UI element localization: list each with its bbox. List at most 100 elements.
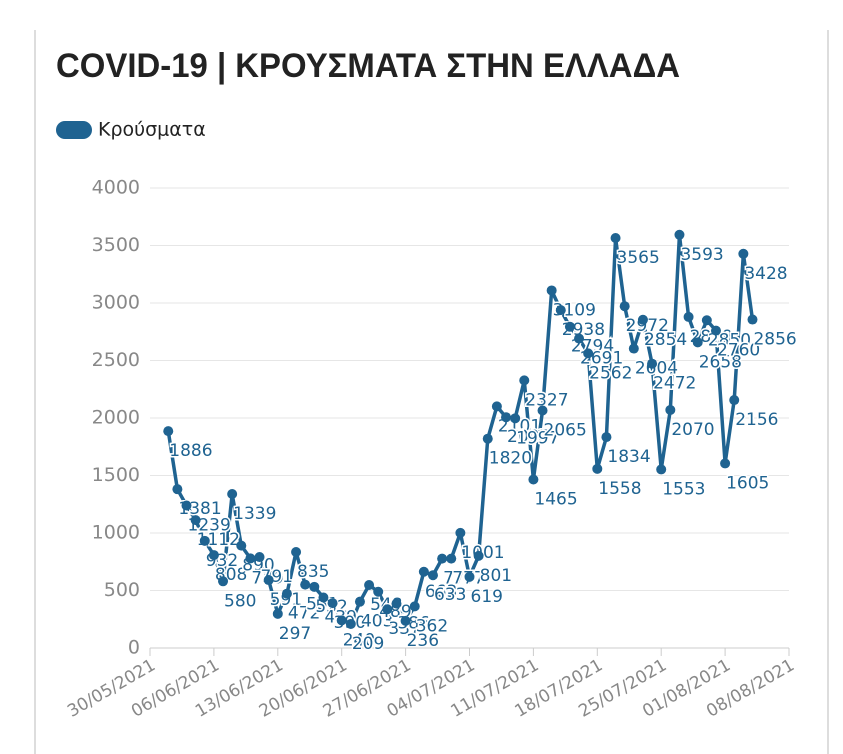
- y-tick-label: 0: [128, 637, 140, 659]
- data-label: 2854: [644, 330, 687, 350]
- data-label: 2760: [717, 341, 760, 361]
- point: [464, 571, 475, 582]
- point: [172, 484, 183, 495]
- data-label: 2156: [735, 410, 778, 430]
- point: [300, 579, 311, 590]
- point: [583, 348, 594, 359]
- point: [446, 553, 457, 564]
- point: [674, 229, 685, 240]
- data-label: 1339: [233, 504, 276, 524]
- point: [291, 546, 302, 557]
- data-label: 2562: [589, 363, 632, 383]
- data-label: 1465: [534, 490, 577, 510]
- point: [610, 233, 621, 244]
- point: [692, 337, 703, 348]
- y-tick-label: 1500: [92, 464, 140, 486]
- point: [163, 426, 174, 437]
- point: [747, 314, 758, 325]
- data-label: 801: [480, 566, 512, 586]
- data-label: 2658: [699, 352, 742, 372]
- point: [199, 535, 210, 546]
- point: [345, 618, 356, 629]
- point: [665, 404, 676, 415]
- data-label: 2604: [635, 359, 678, 379]
- data-label: 1558: [598, 479, 641, 499]
- y-tick-label: 2000: [92, 407, 140, 429]
- data-label: 2007: [507, 427, 550, 447]
- data-label: 1834: [607, 447, 650, 467]
- data-label: 1997: [516, 428, 559, 448]
- point: [318, 592, 329, 603]
- point: [400, 615, 411, 626]
- y-tick-label: 2500: [92, 349, 140, 371]
- point: [309, 581, 320, 592]
- point: [272, 608, 283, 619]
- point: [628, 343, 639, 354]
- chart-title: COVID-19 | ΚΡΟΥΣΜΑΤΑ ΣΤΗΝ ΕΛΛΑΔΑ: [56, 47, 680, 85]
- point: [647, 358, 658, 369]
- y-tick-label: 500: [104, 579, 140, 601]
- data-label: 472: [288, 604, 320, 624]
- point: [683, 311, 694, 322]
- point: [619, 301, 630, 312]
- point: [473, 550, 484, 561]
- point: [364, 579, 375, 590]
- point: [555, 305, 566, 316]
- point: [236, 540, 247, 551]
- y-tick-label: 3500: [92, 234, 140, 256]
- data-label: 2856: [753, 330, 796, 350]
- data-label: 580: [224, 591, 256, 611]
- point: [710, 325, 721, 336]
- point: [519, 375, 530, 386]
- data-label: 663: [425, 582, 457, 602]
- data-label: 591: [270, 590, 302, 610]
- data-label: 619: [471, 587, 503, 607]
- data-label: 3593: [680, 245, 723, 265]
- point: [354, 596, 365, 607]
- point: [574, 333, 585, 344]
- legend-swatch: [56, 121, 92, 139]
- point: [245, 553, 256, 564]
- data-label: 2327: [525, 390, 568, 410]
- data-label: 337: [388, 619, 420, 639]
- point: [592, 463, 603, 474]
- point: [546, 285, 557, 296]
- data-label: 1605: [726, 473, 769, 493]
- point: [263, 575, 274, 586]
- data-label: 362: [416, 616, 448, 636]
- y-tick-label: 3000: [92, 292, 140, 314]
- point: [637, 314, 648, 325]
- point: [510, 413, 521, 424]
- data-label: 2472: [653, 374, 696, 394]
- point: [601, 432, 612, 443]
- data-label: 633: [434, 585, 466, 605]
- point: [409, 601, 420, 612]
- point: [427, 570, 438, 581]
- point: [208, 550, 219, 561]
- point: [281, 588, 292, 599]
- point: [491, 401, 502, 412]
- data-label: 1001: [461, 543, 504, 563]
- point: [227, 489, 238, 500]
- data-label: 209: [352, 634, 384, 654]
- point: [738, 248, 749, 259]
- point: [701, 315, 712, 326]
- data-label: 2070: [671, 420, 714, 440]
- point: [729, 395, 740, 406]
- point: [218, 576, 229, 587]
- point: [482, 433, 493, 444]
- data-label: 3109: [553, 300, 596, 320]
- point: [501, 412, 512, 423]
- point: [656, 464, 667, 475]
- data-label: 1820: [489, 449, 532, 469]
- data-label: 240: [343, 630, 375, 650]
- point: [382, 604, 393, 615]
- point: [437, 553, 448, 564]
- point: [190, 515, 201, 526]
- y-tick-label: 4000: [92, 177, 140, 199]
- point: [391, 598, 402, 609]
- data-label: 835: [297, 562, 329, 582]
- y-tick-label: 1000: [92, 522, 140, 544]
- data-label: 297: [279, 624, 311, 644]
